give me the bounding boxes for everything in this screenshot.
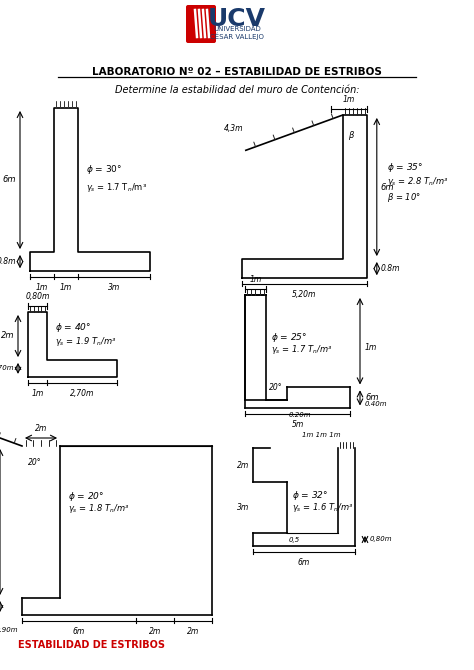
Text: 20°: 20° [28,458,42,467]
Text: 6m: 6m [365,393,379,403]
Text: ESTABILIDAD DE ESTRIBOS: ESTABILIDAD DE ESTRIBOS [18,640,165,650]
Text: 0,80m: 0,80m [26,292,50,301]
Text: 1m: 1m [343,95,355,104]
Text: 1m: 1m [31,389,44,398]
Text: 1m: 1m [249,275,262,284]
Text: 2m: 2m [149,627,161,636]
Text: 20°: 20° [269,383,283,392]
Text: Determine la estabilidad del muro de Contención:: Determine la estabilidad del muro de Con… [115,85,359,95]
Text: $\phi$ = 35°: $\phi$ = 35° [387,161,423,174]
Text: 6m: 6m [73,627,85,636]
Text: 0.70m: 0.70m [0,365,14,371]
Text: 5,20m: 5,20m [292,290,317,299]
Text: 5m: 5m [292,420,304,429]
Text: 2m: 2m [0,332,14,340]
Text: 0,5: 0,5 [289,537,300,543]
Text: 3m: 3m [108,283,120,292]
Text: $\gamma_s$ = 1.9 T$_n$/m³: $\gamma_s$ = 1.9 T$_n$/m³ [55,336,117,348]
Text: 0.40m: 0.40m [365,401,388,407]
Text: 0.20m: 0.20m [289,413,311,418]
Text: $\phi$ = 40°: $\phi$ = 40° [55,322,91,334]
Text: $\gamma_s$ = 1.7 T$_n$/m³: $\gamma_s$ = 1.7 T$_n$/m³ [271,342,333,356]
Text: 1m: 1m [365,343,377,352]
Text: $\beta$ = 10°: $\beta$ = 10° [387,190,420,204]
Text: 0.8m: 0.8m [381,264,401,273]
Text: 0,80m: 0,80m [370,537,392,543]
Text: LABORATORIO Nº 02 – ESTABILIDAD DE ESTRIBOS: LABORATORIO Nº 02 – ESTABILIDAD DE ESTRI… [92,67,382,77]
Text: $\phi$ = 32°: $\phi$ = 32° [292,490,328,502]
Text: $\beta$: $\beta$ [348,129,355,142]
Text: 2,70m: 2,70m [70,389,94,398]
Text: 6m: 6m [2,176,16,184]
Text: $\phi$ = 25°: $\phi$ = 25° [271,330,307,344]
Text: $\gamma_s$ = 2.8 T$_n$/m³: $\gamma_s$ = 2.8 T$_n$/m³ [387,174,448,188]
Text: 4,3m: 4,3m [224,124,244,133]
Text: 0.90m: 0.90m [0,627,18,633]
Text: $\gamma_s$ = 1.7 T$_n$/m³: $\gamma_s$ = 1.7 T$_n$/m³ [86,182,147,194]
Text: 2m: 2m [187,627,199,636]
Text: 0.8m: 0.8m [0,257,16,266]
Text: 2m: 2m [35,424,47,433]
Text: $\gamma_s$ = 1.6 T$_n$/m³: $\gamma_s$ = 1.6 T$_n$/m³ [292,502,354,515]
Text: 6m: 6m [298,558,310,567]
Text: 1m 1m 1m: 1m 1m 1m [301,432,340,438]
Text: UCV: UCV [208,7,266,31]
Text: 1m: 1m [60,283,72,292]
Text: 2m: 2m [237,460,249,470]
Text: $\gamma_s$ = 1.8 T$_n$/m³: $\gamma_s$ = 1.8 T$_n$/m³ [68,502,130,515]
FancyBboxPatch shape [186,5,216,43]
Text: 3m: 3m [237,503,249,512]
Text: UNIVERSIDAD
CÉSAR VALLEJO: UNIVERSIDAD CÉSAR VALLEJO [210,25,264,40]
Text: $\phi$ = 20°: $\phi$ = 20° [68,490,104,503]
Text: 6m: 6m [381,182,394,192]
Text: $\phi$ = 30°: $\phi$ = 30° [86,163,122,176]
Text: 1m: 1m [36,283,48,292]
